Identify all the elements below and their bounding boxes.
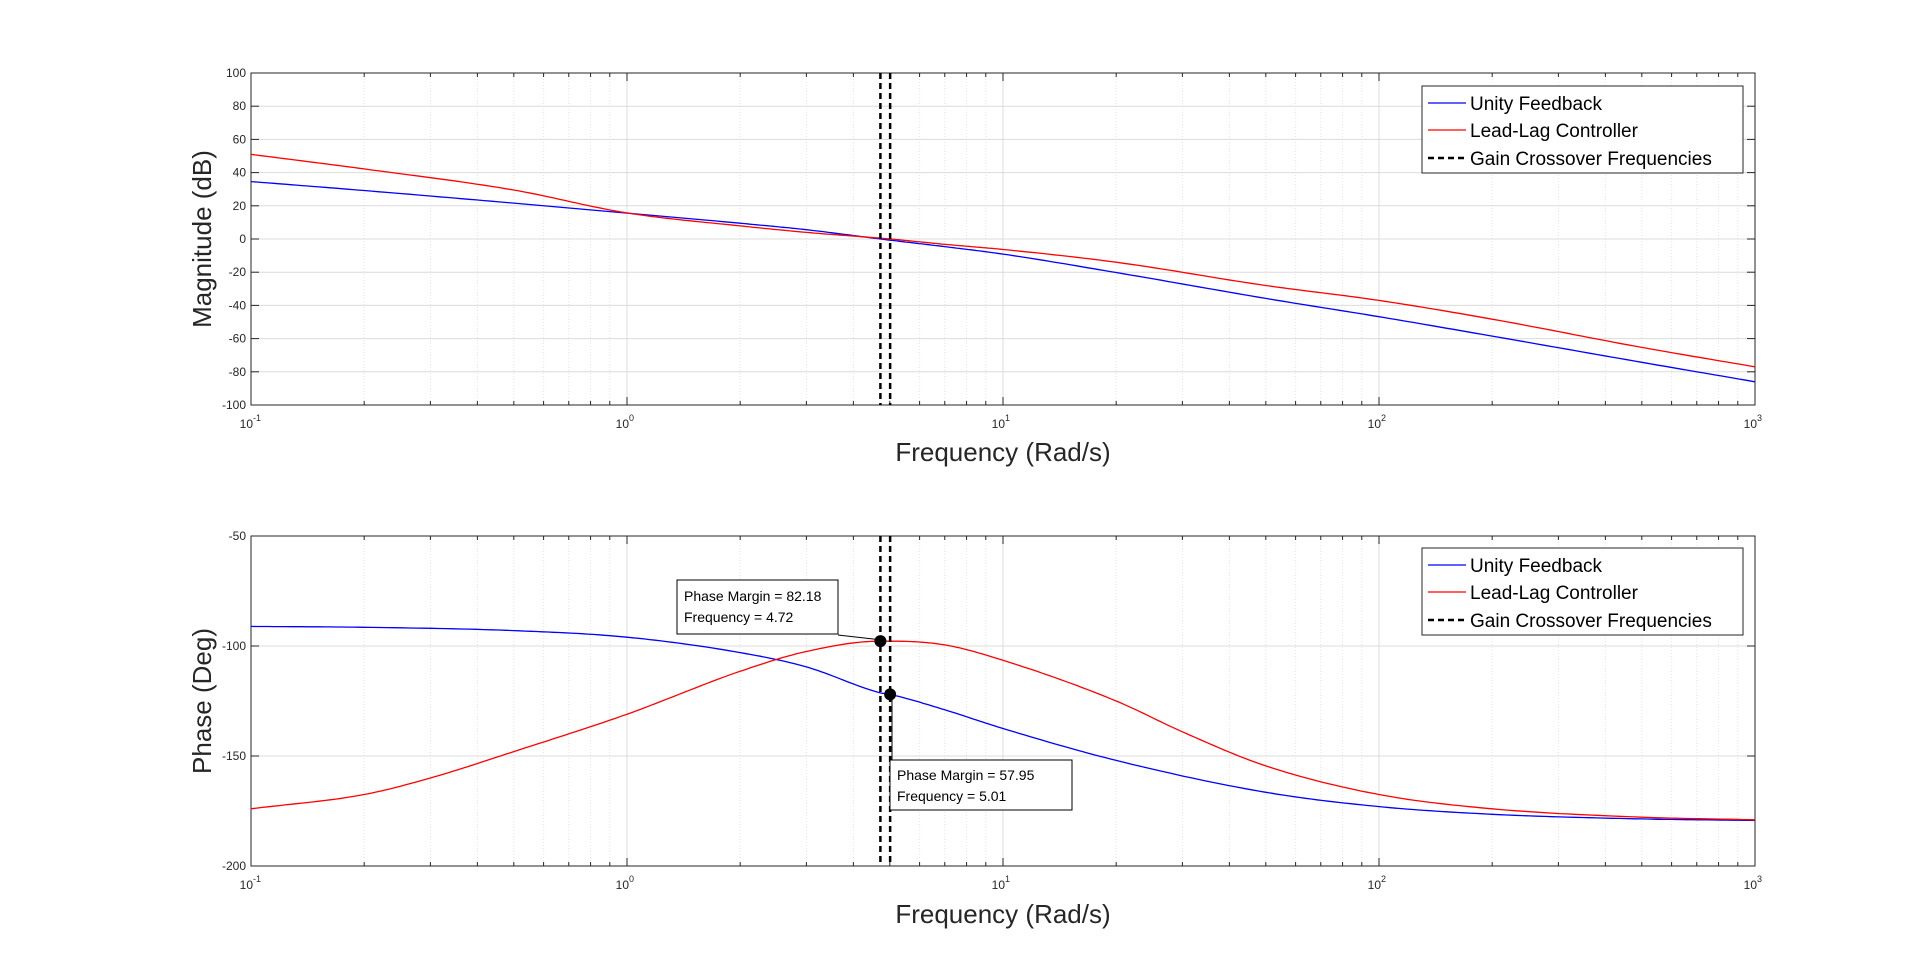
legend: Unity Feedback Lead-Lag Controller Gain …	[1421, 547, 1744, 636]
datatip-phase-margin-1[interactable]: Phase Margin = 82.18 Frequency = 4.72	[676, 579, 883, 641]
x-tick-label: 10	[1744, 878, 1758, 892]
x-tick-label-exponent: 0	[629, 413, 634, 423]
x-tick-label: 10	[1368, 878, 1382, 892]
datatip-line-1: Phase Margin = 82.18	[684, 588, 822, 604]
x-tick-label: 10	[240, 878, 254, 892]
y-tick-label: 80	[233, 99, 247, 113]
legend-box	[1421, 547, 1744, 636]
datatip-phase-margin-2[interactable]: Phase Margin = 57.95 Frequency = 5.01	[889, 694, 1073, 811]
series-line-lead-lag-controller	[250, 153, 1756, 368]
datatip-leader	[837, 634, 883, 641]
x-tick-labels: 10 -1 10 0 10 1 10 2 10 3	[240, 413, 1762, 431]
x-tick-label-exponent: -1	[253, 874, 261, 884]
series-line-unity-feedback	[250, 625, 1756, 822]
x-tick-labels: 10 -1 10 0 10 1 10 2 10 3	[240, 874, 1762, 892]
y-tick-label: 60	[233, 132, 247, 146]
phase-plot: -50-100-150-200 10 -1 10 0 10 1 10 2 10 3 Phase M…	[187, 529, 1762, 929]
y-tick-label: -50	[229, 529, 247, 543]
phase-margin-markers	[874, 635, 897, 701]
x-axis-title: Frequency (Rad/s)	[895, 437, 1110, 467]
y-tick-label: 100	[226, 66, 246, 80]
grid-lines	[250, 73, 1755, 405]
legend-label-unity-feedback: Unity Feedback	[1470, 94, 1603, 115]
x-tick-label: 10	[992, 878, 1006, 892]
x-tick-label-exponent: -1	[253, 413, 261, 423]
x-tick-label-exponent: 2	[1381, 874, 1386, 884]
datatip-line-1: Phase Margin = 57.95	[897, 767, 1035, 783]
legend-label-gain-crossover: Gain Crossover Frequencies	[1470, 149, 1712, 170]
y-tick-label: -100	[222, 639, 246, 653]
x-tick-label-exponent: 1	[1005, 413, 1010, 423]
x-tick-label: 10	[616, 878, 630, 892]
legend-label-gain-crossover: Gain Crossover Frequencies	[1470, 611, 1712, 632]
gain-crossover-lines	[879, 73, 892, 405]
x-tick-label: 10	[240, 417, 254, 431]
x-tick-label: 10	[1744, 417, 1758, 431]
phase-margin-marker[interactable]	[874, 635, 887, 648]
y-axis-title: Magnitude (dB)	[187, 150, 217, 328]
x-tick-label-exponent: 1	[1005, 874, 1010, 884]
y-axis-title: Phase (Deg)	[187, 628, 217, 774]
legend: Unity Feedback Lead-Lag Controller Gain …	[1421, 85, 1744, 174]
y-tick-label: -100	[222, 398, 246, 412]
legend-box	[1421, 85, 1744, 174]
axis-ticks	[250, 72, 1755, 406]
legend-label-unity-feedback: Unity Feedback	[1470, 556, 1603, 577]
datatip-box	[676, 579, 839, 635]
datatip-box	[889, 759, 1073, 811]
x-tick-label-exponent: 3	[1757, 874, 1762, 884]
y-tick-label: 0	[239, 232, 246, 246]
data-series	[250, 625, 1756, 822]
series-line-lead-lag-controller	[250, 640, 1756, 821]
x-tick-label-exponent: 3	[1757, 413, 1762, 423]
x-tick-label: 10	[992, 417, 1006, 431]
y-tick-label: 20	[233, 199, 247, 213]
y-tick-labels: -50 -100 -150 -200	[222, 529, 246, 873]
y-tick-labels: 100 80 60 40 20 0 -20 -40 -60 -80 -100	[222, 66, 246, 412]
x-tick-label-exponent: 0	[629, 874, 634, 884]
y-tick-label: -80	[229, 365, 247, 379]
y-tick-label: -40	[229, 298, 247, 312]
x-axis-title: Frequency (Rad/s)	[895, 899, 1110, 929]
x-tick-label: 10	[616, 417, 630, 431]
x-tick-label-exponent: 2	[1381, 413, 1386, 423]
legend-label-lead-lag: Lead-Lag Controller	[1470, 121, 1639, 142]
data-series	[250, 153, 1756, 383]
y-tick-label: -60	[229, 332, 247, 346]
y-tick-label: 40	[233, 166, 247, 180]
y-tick-label: -150	[222, 749, 246, 763]
phase-margin-marker[interactable]	[884, 688, 897, 701]
x-tick-label: 10	[1368, 417, 1382, 431]
datatip-line-2: Frequency = 4.72	[684, 609, 794, 625]
legend-label-lead-lag: Lead-Lag Controller	[1470, 583, 1639, 604]
y-tick-label: -20	[229, 265, 247, 279]
series-line-unity-feedback	[250, 180, 1756, 383]
gain-crossover-lines	[879, 536, 892, 866]
datatip-line-2: Frequency = 5.01	[897, 788, 1007, 804]
axis-ticks	[250, 535, 1755, 867]
y-tick-label: -200	[222, 859, 246, 873]
